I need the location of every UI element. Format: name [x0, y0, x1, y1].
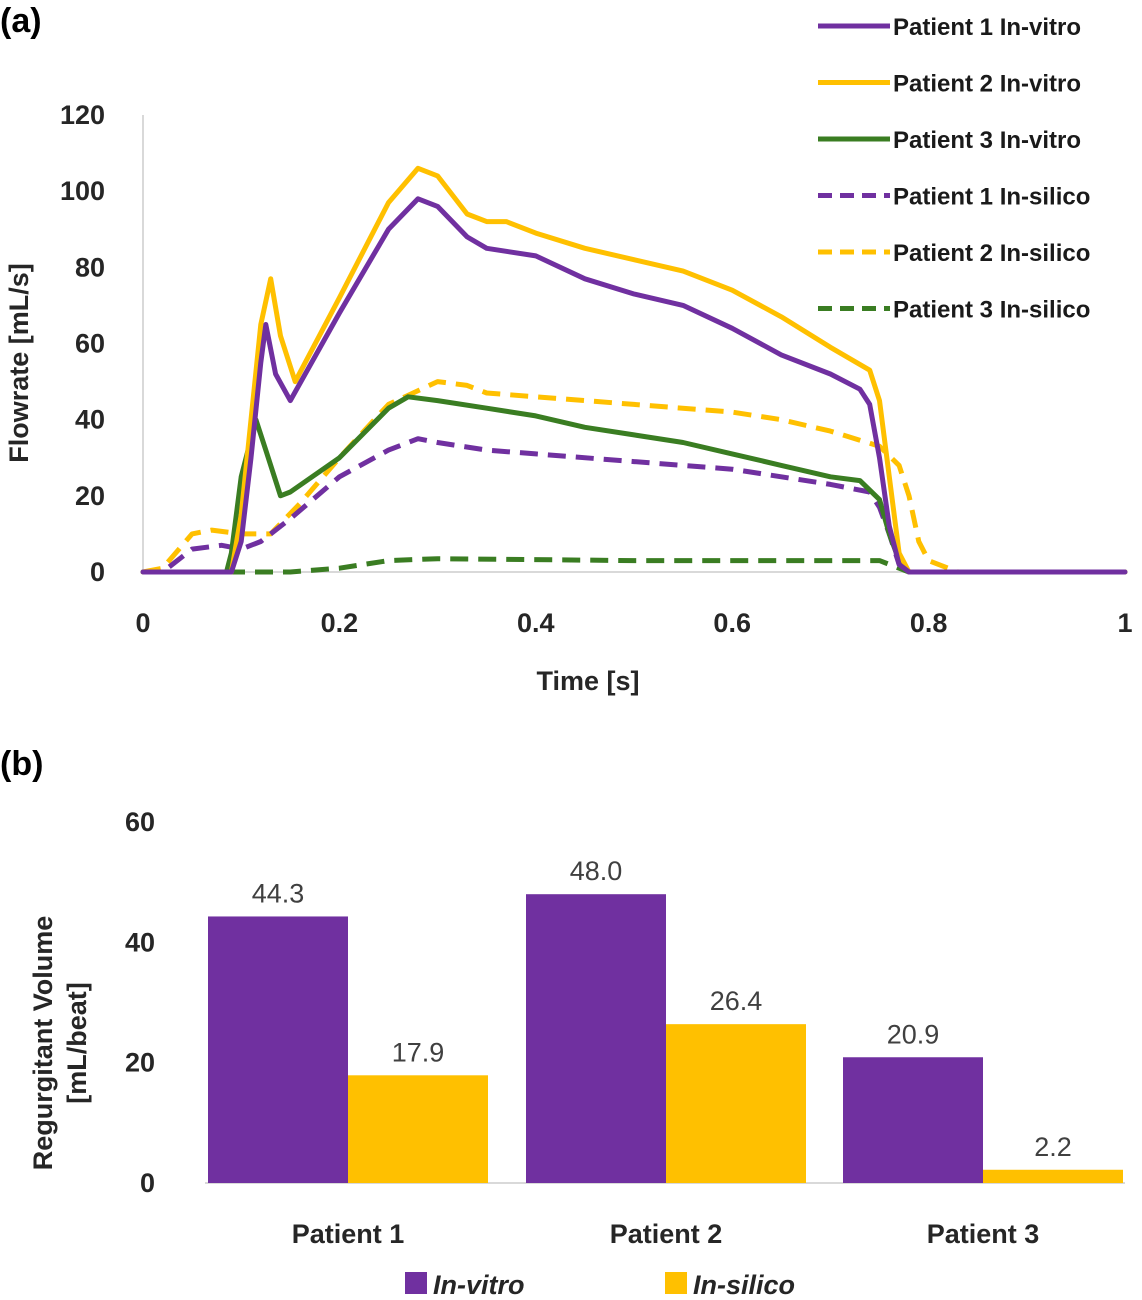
legend-item: Patient 3 In-silico	[818, 297, 1090, 324]
y-tick-label: 0	[140, 1168, 155, 1198]
legend-swatch	[665, 1272, 687, 1294]
x-tick-label: Patient 3	[927, 1219, 1040, 1249]
series-line-patient-1-in-vitro	[140, 196, 1128, 575]
bar-in-silico	[666, 1024, 806, 1183]
x-axis-label: Time [s]	[536, 666, 639, 696]
legend-label: Patient 3 In-vitro	[893, 127, 1081, 154]
line-chart-flowrate: Time [s] Flowrate [mL/s] 0 0.2 0.4 0.6 0.8 10…	[4, 14, 1133, 696]
series-line-patient-2-in-silico	[142, 379, 1125, 575]
legend-label: Patient 2 In-silico	[893, 240, 1090, 267]
data-label: 48.0	[570, 856, 623, 886]
y-tick-label: 0	[90, 557, 105, 587]
y-tick-label: 20	[125, 1048, 155, 1078]
data-label: 44.3	[252, 878, 305, 908]
y-tick-label: 100	[60, 176, 105, 206]
bar-in-vitro	[208, 916, 348, 1183]
y-tick-label: 40	[125, 927, 155, 957]
y-tick-label: 40	[75, 405, 105, 435]
legend-label: Patient 3 In-silico	[893, 297, 1090, 324]
y-tick-label: 120	[60, 100, 105, 130]
data-label: 2.2	[1034, 1132, 1072, 1162]
bar-in-vitro	[526, 894, 666, 1183]
data-label: 17.9	[392, 1037, 445, 1067]
legend-item: Patient 1 In-silico	[818, 184, 1090, 211]
series-line-patient-2-in-vitro	[140, 165, 1128, 575]
legend-item: Patient 3 In-vitro	[818, 127, 1081, 154]
legend-label: In-vitro	[433, 1270, 525, 1300]
panel-label-b: (b)	[0, 745, 43, 783]
legend-label: In-silico	[693, 1270, 795, 1300]
series-line-patient-3-in-vitro	[140, 394, 1128, 575]
legend-swatch	[405, 1272, 427, 1294]
x-tick-label: 1	[1117, 608, 1132, 638]
y-tick-label: 20	[75, 481, 105, 511]
bar-in-silico	[348, 1075, 488, 1183]
x-tick-label: 0.6	[713, 608, 751, 638]
x-tick-label: 0	[135, 608, 150, 638]
legend-item: Patient 2 In-silico	[818, 240, 1090, 267]
series-line-patient-1-in-silico	[143, 436, 1125, 575]
y-axis-label-line1: Regurgitant Volume	[28, 916, 58, 1171]
legend-item: Patient 2 In-vitro	[818, 71, 1081, 98]
legend-item: In-silico	[665, 1270, 795, 1300]
legend-label: Patient 2 In-vitro	[893, 71, 1081, 98]
x-tick-label: 0.8	[910, 608, 948, 638]
bar-in-silico	[983, 1169, 1123, 1183]
panel-label-a: (a)	[0, 2, 42, 40]
y-tick-label: 80	[75, 252, 105, 282]
y-tick-label: 60	[125, 807, 155, 837]
legend-item: Patient 1 In-vitro	[818, 14, 1081, 41]
y-axis-label: Flowrate [mL/s]	[4, 263, 34, 463]
x-tick-label: Patient 2	[610, 1219, 723, 1249]
data-label: 20.9	[887, 1019, 940, 1049]
legend-item: In-vitro	[405, 1270, 525, 1300]
bar-in-vitro	[843, 1057, 983, 1183]
bar-chart-regurgitant-volume: Regurgitant Volume [mL/beat] 0 20 40 60 44.…	[28, 807, 1125, 1300]
data-label: 26.4	[710, 986, 763, 1016]
x-tick-label: 0.2	[321, 608, 359, 638]
x-tick-label: 0.4	[517, 608, 555, 638]
x-tick-label: Patient 1	[292, 1219, 405, 1249]
y-tick-label: 60	[75, 329, 105, 359]
legend-label: Patient 1 In-silico	[893, 184, 1090, 211]
legend-label: Patient 1 In-vitro	[893, 14, 1081, 41]
y-axis-label-line2: [mL/beat]	[62, 982, 92, 1104]
